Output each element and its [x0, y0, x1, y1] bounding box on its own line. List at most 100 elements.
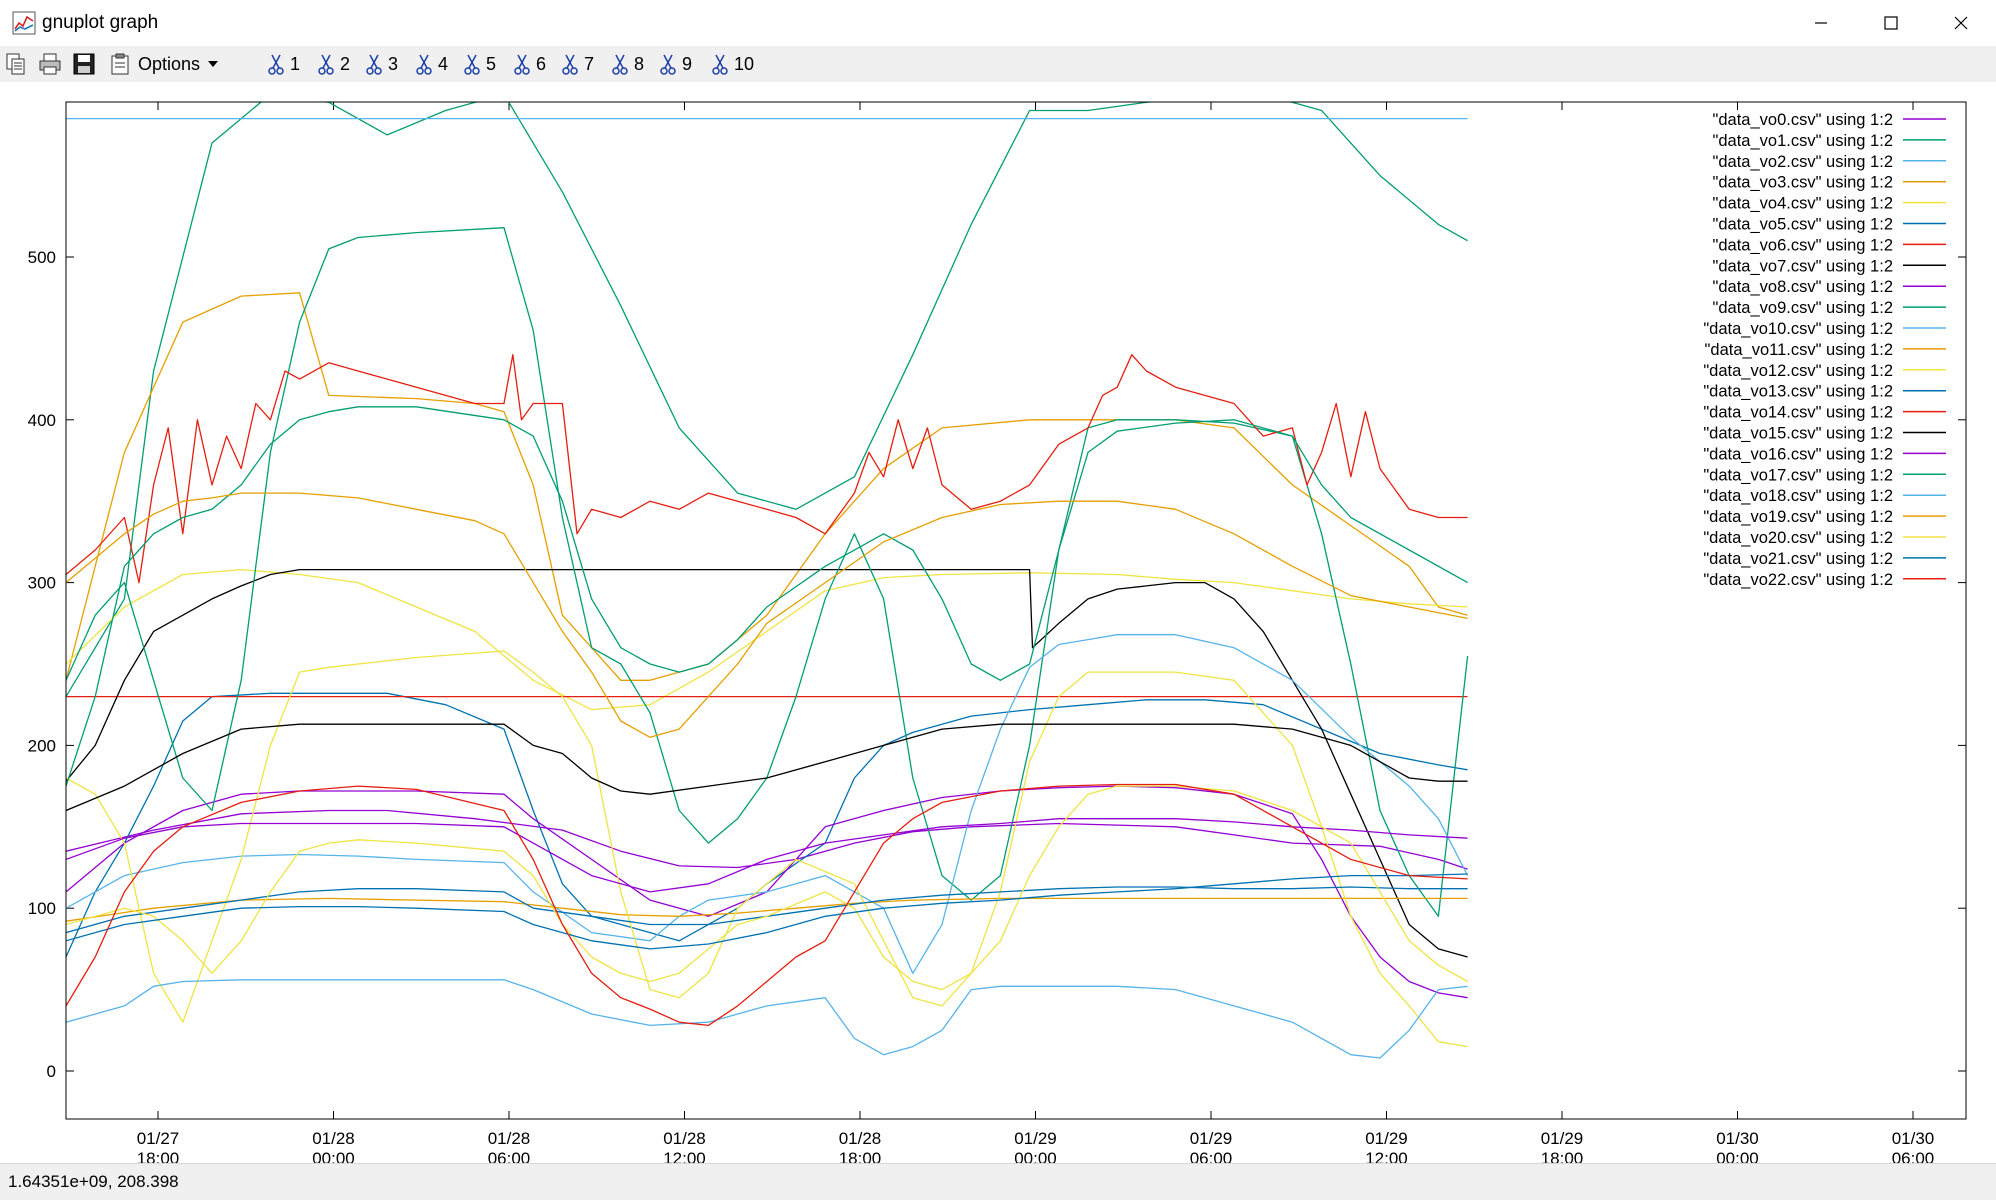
series-line-20	[66, 785, 1468, 991]
window-title: gnuplot graph	[42, 12, 159, 33]
options-menu-button[interactable]: Options	[108, 50, 220, 78]
legend-entry-label: "data_vo6.csv" using 1:2	[1713, 236, 1894, 254]
series-line-15	[66, 723, 1468, 812]
plot-area[interactable]: 0 100 200 300 400 500 01/27 18:00 01/28 00:00 01/2…	[0, 82, 1996, 1168]
legend-entry-label: "data_vo14.csv" using 1:2	[1703, 404, 1893, 422]
scissors-icon	[660, 54, 676, 75]
series-line-13	[66, 886, 1468, 934]
series-line-18	[66, 979, 1468, 1059]
x-tick-time: 12:00	[1365, 1149, 1408, 1163]
series-line-19	[66, 492, 1468, 738]
legend-entry-label: "data_vo7.csv" using 1:2	[1713, 257, 1894, 275]
maximize-icon	[1884, 16, 1898, 30]
legend-entry-label: "data_vo11.csv" using 1:2	[1705, 341, 1893, 359]
bookmark-button-9[interactable]: 9	[660, 50, 692, 78]
x-tick-time: 06:00	[1892, 1149, 1935, 1163]
bookmark-label: 4	[438, 53, 449, 74]
options-label: Options	[138, 53, 201, 74]
status-bar: 1.64351e+09, 208.398	[0, 1163, 1996, 1200]
legend-entry-label: "data_vo0.csv" using 1:2	[1713, 111, 1894, 129]
x-tick-date: 01/29	[1365, 1129, 1408, 1148]
scissors-icon	[366, 54, 382, 75]
x-tick-time: 18:00	[839, 1149, 882, 1163]
legend-entry-label: "data_vo17.csv" using 1:2	[1703, 466, 1893, 484]
x-tick-time: 00:00	[1716, 1149, 1759, 1163]
bookmark-button-10[interactable]: 10	[712, 50, 754, 78]
bookmark-button-5[interactable]: 5	[464, 50, 496, 78]
x-tick-date: 01/28	[839, 1129, 882, 1148]
y-tick-label: 400	[28, 411, 56, 430]
legend-entry-label: "data_vo13.csv" using 1:2	[1703, 383, 1893, 401]
bookmark-button-2[interactable]: 2	[318, 50, 350, 78]
copy-button[interactable]	[4, 50, 28, 78]
x-tick-date: 01/29	[1014, 1129, 1057, 1148]
series-line-14	[66, 354, 1468, 584]
x-tick-date: 01/27	[137, 1129, 180, 1148]
legend-entry-label: "data_vo20.csv" using 1:2	[1703, 529, 1893, 547]
series-line-10	[66, 634, 1469, 974]
save-button[interactable]	[72, 50, 96, 78]
bookmark-button-6[interactable]: 6	[514, 50, 546, 78]
y-tick-label: 500	[28, 248, 56, 267]
x-tick-date: 01/29	[1190, 1129, 1233, 1148]
minimize-icon	[1815, 22, 1827, 24]
bookmark-label: 10	[734, 53, 755, 74]
series-line-21	[66, 873, 1468, 950]
y-tick-label: 0	[47, 1062, 56, 1081]
copy-icon	[6, 53, 25, 75]
x-tick-date: 01/28	[312, 1129, 355, 1148]
series-line-1	[66, 102, 1468, 697]
x-tick-date: 01/30	[1716, 1129, 1759, 1148]
series-line-5	[66, 692, 1468, 958]
printer-icon	[39, 53, 61, 75]
mouse-coordinates: 1.64351e+09, 208.398	[8, 1172, 179, 1191]
scissors-icon	[268, 54, 284, 75]
gnuplot-app-icon	[12, 11, 36, 35]
bookmark-label: 9	[682, 53, 693, 74]
bookmark-label: 7	[584, 53, 595, 74]
bookmark-button-8[interactable]: 8	[612, 50, 644, 78]
series-line-16	[66, 818, 1468, 893]
series-line-3	[66, 292, 1468, 681]
gnuplot-chart[interactable]: 010020030040050001/2718:0001/2800:0001/2…	[0, 82, 1996, 1168]
bookmark-button-3[interactable]: 3	[366, 50, 398, 78]
x-tick-date: 01/29	[1541, 1129, 1584, 1148]
plot-frame	[65, 101, 1967, 1120]
legend-entry-label: "data_vo1.csv" using 1:2	[1713, 132, 1894, 150]
print-button[interactable]	[38, 50, 62, 78]
series-line-17	[66, 406, 1468, 787]
bookmark-button-7[interactable]: 7	[562, 50, 594, 78]
series-line-4	[66, 568, 1468, 711]
x-tick-time: 00:00	[1014, 1149, 1057, 1163]
series-line-22	[66, 783, 1468, 1027]
bookmark-button-1[interactable]: 1	[268, 50, 300, 78]
legend-entry-label: "data_vo16.csv" using 1:2	[1703, 445, 1893, 463]
legend-entry-label: "data_vo3.csv" using 1:2	[1713, 174, 1894, 192]
series-line-8	[66, 785, 1468, 999]
legend-entry-label: "data_vo18.csv" using 1:2	[1703, 487, 1893, 505]
x-tick-time: 06:00	[488, 1149, 531, 1163]
x-tick-time: 18:00	[137, 1149, 180, 1163]
x-tick-time: 18:00	[1541, 1149, 1584, 1163]
scissors-icon	[318, 54, 334, 75]
scissors-icon	[514, 54, 530, 75]
legend-entry-label: "data_vo4.csv" using 1:2	[1713, 195, 1894, 213]
legend-entry-label: "data_vo9.csv" using 1:2	[1713, 299, 1894, 317]
close-button[interactable]	[1926, 0, 1996, 46]
bookmark-button-4[interactable]: 4	[416, 50, 448, 78]
x-tick-date: 01/28	[663, 1129, 706, 1148]
toolbar: Options 1 2 3 4 5 6 7 8 9 10	[0, 46, 1996, 82]
series-line-7	[66, 568, 1468, 958]
bookmark-label: 1	[290, 53, 301, 74]
title-bar: gnuplot graph	[0, 0, 1996, 46]
legend-entry-label: "data_vo10.csv" using 1:2	[1703, 320, 1893, 338]
maximize-button[interactable]	[1856, 0, 1926, 46]
legend-entry-label: "data_vo19.csv" using 1:2	[1703, 508, 1893, 526]
scissors-icon	[464, 54, 480, 75]
legend-entry-label: "data_vo5.csv" using 1:2	[1713, 216, 1894, 234]
x-tick-date: 01/28	[488, 1129, 531, 1148]
floppy-disk-icon	[73, 53, 95, 75]
bookmark-label: 5	[486, 53, 497, 74]
x-tick-date: 01/30	[1892, 1129, 1935, 1148]
minimize-button[interactable]	[1786, 0, 1856, 46]
